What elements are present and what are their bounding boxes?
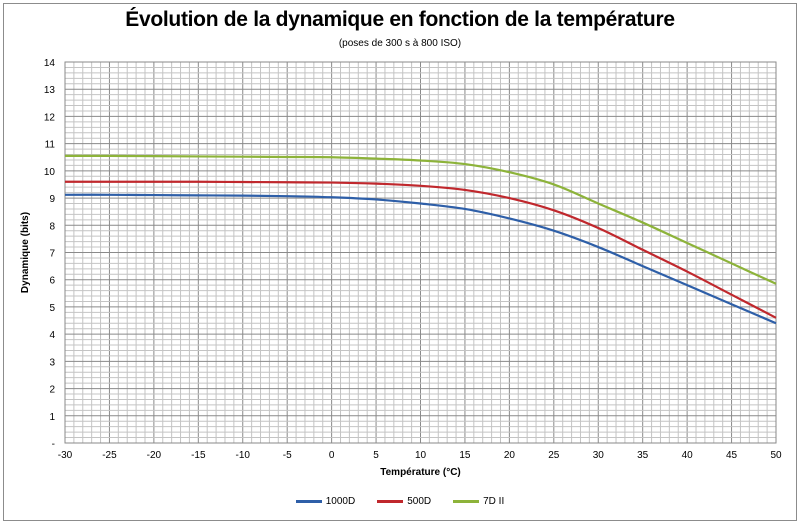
- y-tick-label: 4: [49, 330, 55, 341]
- y-tick-label: 9: [49, 194, 55, 205]
- x-tick-label: 45: [726, 450, 738, 461]
- x-tick-label: 20: [504, 450, 516, 461]
- x-tick-label: -10: [236, 450, 251, 461]
- x-tick-label: 50: [770, 450, 782, 461]
- x-tick-label: -25: [102, 450, 117, 461]
- legend-label: 500D: [407, 496, 432, 507]
- legend-swatch: [377, 500, 404, 503]
- legend-swatch: [453, 500, 480, 503]
- x-tick-label: 15: [459, 450, 471, 461]
- y-tick-label: 8: [49, 221, 55, 232]
- y-tick-label: 11: [45, 140, 56, 151]
- legend-label: 1000D: [325, 496, 356, 507]
- x-tick-label: 30: [593, 450, 605, 461]
- plot-area: [64, 61, 777, 444]
- legend-item: 1000D: [295, 496, 356, 507]
- x-tick-label: 40: [682, 450, 694, 461]
- y-tick-label: 2: [49, 385, 55, 396]
- y-tick-label: 7: [49, 249, 55, 260]
- y-tick-label: 13: [44, 85, 56, 96]
- x-tick-label: -30: [58, 450, 73, 461]
- y-tick-label: 14: [44, 58, 56, 69]
- y-tick-label: 10: [44, 167, 56, 178]
- y-tick-label: -: [52, 439, 55, 450]
- chart-subtitle: (poses de 300 s à 800 ISO): [338, 38, 462, 49]
- legend-item: 7D II: [453, 496, 504, 507]
- x-tick-label: 5: [373, 450, 379, 461]
- y-tick-label: 12: [44, 112, 56, 123]
- y-tick-label: 6: [49, 276, 55, 287]
- legend-swatch: [295, 500, 322, 503]
- series-line-7d-ii: [64, 154, 777, 285]
- x-tick-label: -5: [283, 450, 292, 461]
- y-tick-label: 5: [49, 303, 55, 314]
- y-tick-label: 1: [49, 412, 55, 423]
- y-tick-label: 3: [49, 357, 55, 368]
- x-tick-label: 0: [329, 450, 335, 461]
- y-axis-label: Dynamique (bits): [20, 212, 31, 293]
- x-tick-label: 35: [637, 450, 649, 461]
- legend: 1000D 500D 7D II: [0, 496, 800, 507]
- x-tick-label: -15: [191, 450, 206, 461]
- legend-label: 7D II: [483, 496, 505, 507]
- chart-title: Évolution de la dynamique en fonction de…: [125, 8, 675, 31]
- series-line-1000d: [64, 193, 777, 325]
- legend-item: 500D: [377, 496, 431, 507]
- x-tick-label: 25: [548, 450, 560, 461]
- x-tick-label: -20: [147, 450, 162, 461]
- x-axis-label: Température (°C): [380, 467, 461, 478]
- series-line-500d: [64, 180, 777, 319]
- x-tick-label: 10: [415, 450, 427, 461]
